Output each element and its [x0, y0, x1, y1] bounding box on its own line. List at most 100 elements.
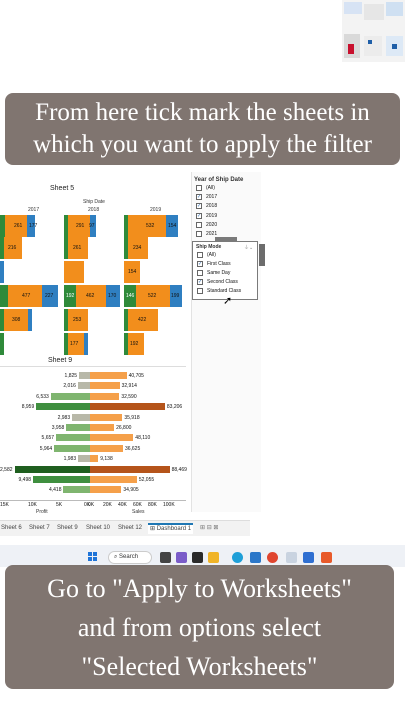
sales-bar: [90, 372, 127, 379]
windows-start-icon[interactable]: [88, 552, 98, 562]
data-label: 291: [76, 223, 85, 229]
data-label: 253: [73, 317, 82, 323]
filter-checkbox[interactable]: [197, 270, 203, 276]
profit-bar: [63, 486, 90, 494]
drag-handle[interactable]: [215, 237, 237, 241]
filter-checkbox[interactable]: [197, 252, 203, 258]
data-label: 146: [126, 293, 135, 299]
sales-tick-label: 100K: [163, 502, 175, 508]
data-label: 97: [89, 223, 95, 229]
edge-icon[interactable]: [232, 552, 243, 563]
sheet9-title: Sheet 9: [48, 357, 73, 364]
teams-icon[interactable]: [176, 552, 187, 563]
filter-checkbox[interactable]: ✓: [197, 279, 203, 285]
task-view-icon[interactable]: [160, 552, 171, 563]
sales-label: 9,138: [100, 456, 113, 463]
video-thumbnail: [342, 0, 405, 62]
filter-option-label: 2017: [206, 194, 218, 201]
tab-sheet-7[interactable]: Sheet 7: [29, 525, 50, 531]
sales-bar: [90, 403, 165, 411]
caption-bottom: Go to "Apply to Worksheets" and from opt…: [5, 565, 394, 689]
profit-bar: [56, 434, 90, 442]
tab-dashboard-label: Dashboard 1: [156, 526, 192, 532]
sales-tick-label: 0K: [88, 502, 95, 508]
profit-tick-label: 5K: [56, 502, 63, 508]
data-label: 177: [70, 341, 79, 347]
filter-checkbox[interactable]: [196, 221, 202, 228]
sales-label: 36,625: [124, 445, 141, 452]
bar-cell: 261 177: [0, 215, 40, 237]
bar-cell: 532 154: [124, 215, 182, 237]
profit-label: 12,582: [0, 466, 13, 473]
taskbar-search[interactable]: ⌕ Search: [108, 551, 152, 564]
chrome-icon[interactable]: [267, 552, 278, 563]
sales-bar: [90, 392, 120, 400]
sales-label: 26,800: [116, 425, 132, 431]
sales-label: 32,914: [121, 383, 137, 390]
profit-bar: [33, 476, 90, 483]
data-label: 154: [128, 269, 137, 275]
filter-option-label: Same Day: [207, 270, 231, 276]
app2-icon[interactable]: [303, 552, 314, 563]
data-label: 177: [29, 223, 38, 229]
bar-cell: 192: [124, 333, 146, 355]
filter-option-label: Standard Class: [207, 288, 242, 294]
sales-tick-label: 60K: [133, 502, 142, 508]
sales-bar: [90, 465, 170, 473]
filter-checkbox[interactable]: [197, 288, 203, 294]
profit-bar: [36, 403, 90, 411]
tab-sheet-9[interactable]: Sheet 9: [57, 525, 78, 531]
app3-icon[interactable]: [321, 552, 332, 563]
file-explorer-icon[interactable]: [208, 552, 219, 563]
profit-tick-label: 15K: [0, 502, 9, 508]
filter-option-label: 2019: [206, 212, 218, 219]
filter-checkbox[interactable]: ✓: [196, 194, 202, 201]
profit-label: 6,533: [36, 393, 49, 400]
year-2018: 2018: [88, 207, 100, 213]
sales-label: 40,705: [128, 373, 144, 379]
sheet5-title: Sheet 5: [50, 185, 75, 192]
profit-tick-label: 0K: [84, 502, 91, 508]
year-filter-list: (All) ✓ 2017 ✓ 2018 ✓ 2019 2020 2021: [196, 185, 256, 241]
data-label: 261: [14, 223, 23, 229]
tableau-icon[interactable]: [286, 552, 297, 563]
sales-bar: [90, 455, 99, 463]
store-icon[interactable]: [250, 552, 261, 563]
filter-checkbox[interactable]: [196, 185, 202, 191]
bar-cell: 308: [0, 309, 34, 331]
sales-label: 88,469: [171, 466, 187, 473]
tab-sheet-12[interactable]: Sheet 12: [118, 525, 143, 531]
bar-cell: 422: [124, 309, 160, 331]
data-label: 462: [86, 293, 95, 299]
sales-axis-label: Sales: [132, 509, 145, 515]
bar-cell: 234: [124, 237, 150, 259]
profit-label: 4,418: [48, 487, 62, 494]
filter-option-label: First Class: [207, 261, 231, 267]
filter-checkbox[interactable]: [196, 231, 202, 237]
filter-menu-button[interactable]: [259, 244, 265, 266]
sales-bar: [90, 444, 123, 452]
filter-checkbox[interactable]: ✓: [197, 261, 203, 267]
caption-bottom-line3: "Selected Worksheets": [81, 652, 318, 681]
filter-option-label: (All): [206, 185, 215, 191]
filter-checkbox[interactable]: ✓: [196, 212, 202, 219]
data-label: 308: [12, 317, 21, 323]
tab-sheet-10[interactable]: Sheet 10: [86, 525, 111, 531]
bar-cell: 146 522 199: [124, 285, 184, 307]
profit-label: 5,657: [41, 435, 55, 442]
new-sheet-icon[interactable]: ⊞ ⊟ ⊠: [200, 525, 219, 531]
sales-tick-label: 20K: [103, 502, 112, 508]
sales-ticks: 0K 20K 40K 60K 80K 100K: [88, 501, 188, 509]
profit-label: 5,964: [39, 445, 53, 452]
tab-sheet-6[interactable]: Sheet 6: [1, 525, 22, 531]
data-label: 261: [73, 245, 82, 251]
filter-checkbox[interactable]: ✓: [196, 203, 202, 210]
sheet5-chart: 261 177 291 97 532 154 216 261 234: [0, 213, 186, 355]
profit-label: 9,498: [18, 477, 32, 483]
filter-funnel-icon[interactable]: ⏚⌄: [244, 245, 254, 251]
tab-dashboard-1[interactable]: ⊞ Dashboard 1: [148, 523, 194, 534]
data-label: 154: [168, 223, 177, 229]
filter-option-label: 2020: [206, 221, 218, 228]
app-icon[interactable]: [192, 552, 203, 563]
profit-label: 2,983: [57, 414, 71, 421]
